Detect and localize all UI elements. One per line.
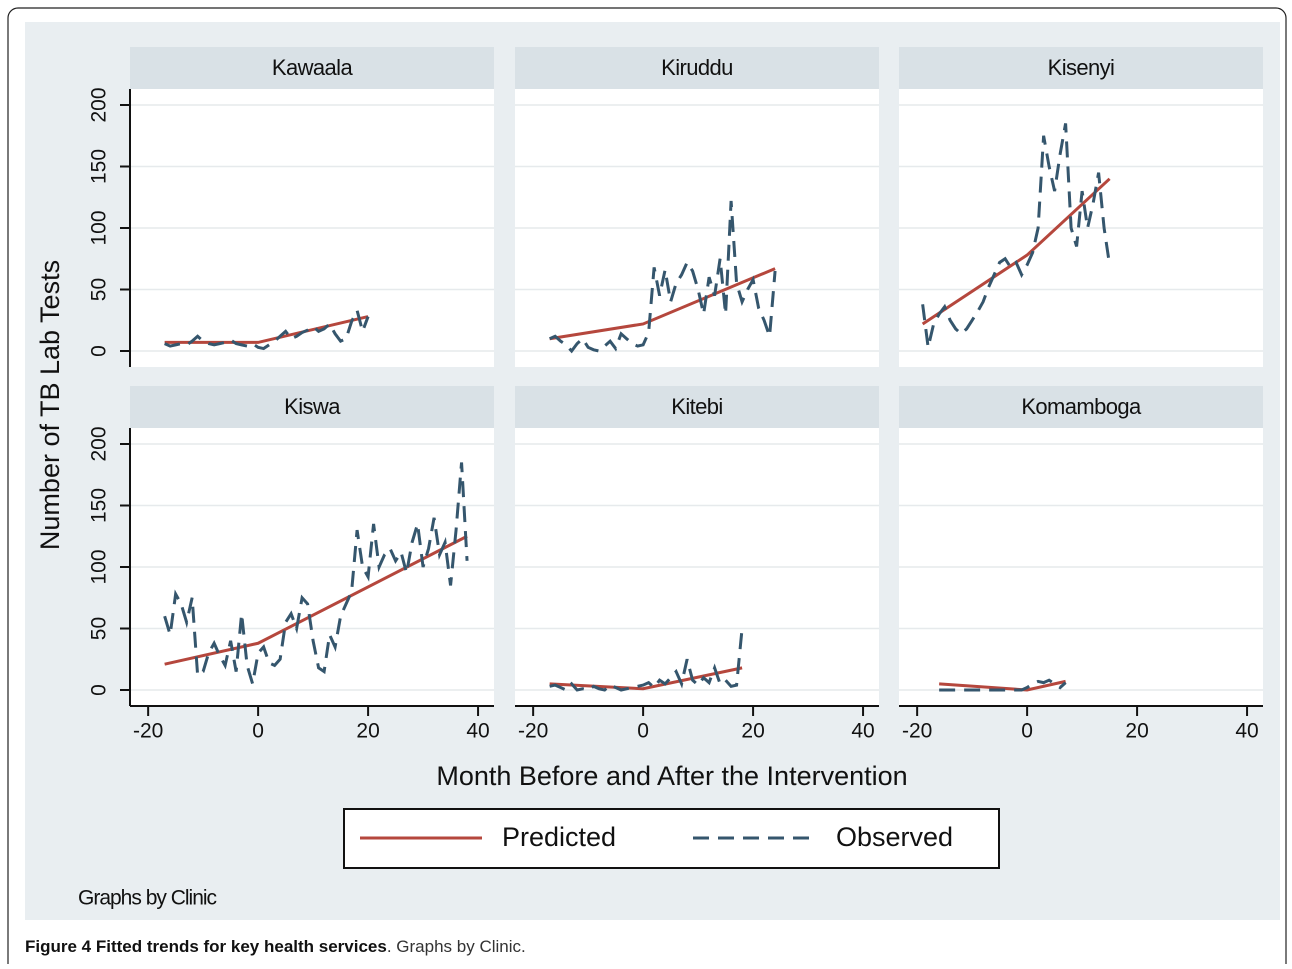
x-tick-label: 20: [356, 720, 379, 743]
y-tick-label: 100: [88, 549, 111, 584]
panel-title: Kawaala: [272, 55, 354, 80]
note: Graphs by Clinic: [78, 887, 217, 910]
y-tick-label: 50: [88, 278, 111, 301]
series-line: [921, 123, 1112, 348]
y-tick-label: 100: [88, 210, 111, 245]
legend-label: Observed: [836, 822, 953, 852]
x-tick-label: 40: [851, 720, 874, 743]
x-tick-label: -20: [133, 720, 163, 743]
y-tick-label: 200: [88, 87, 111, 122]
series-line: [549, 666, 743, 691]
y-tick-label: 0: [88, 684, 111, 696]
y-tick-label: 150: [88, 149, 111, 184]
x-tick-label: 20: [1125, 720, 1148, 743]
panel-header: [899, 47, 1263, 89]
panel-header: [130, 386, 494, 428]
y-tick-label: 50: [88, 617, 111, 640]
caption-text: . Graphs by Clinic.: [387, 937, 526, 956]
caption-label: Figure 4 Fitted trends for key health se…: [25, 937, 387, 956]
y-tick-label: 0: [88, 345, 111, 357]
legend-label: Predicted: [502, 822, 616, 852]
panel-title: Kiruddu: [661, 55, 733, 80]
x-tick-label: -20: [902, 720, 932, 743]
x-tick-label: 0: [252, 720, 264, 743]
y-axis-label: Number of TB Lab Tests: [35, 260, 65, 550]
x-tick-label: -20: [518, 720, 548, 743]
series-line: [939, 679, 1066, 692]
series-line: [163, 462, 469, 685]
panel-header: [515, 386, 879, 428]
x-tick-label: 40: [466, 720, 489, 743]
y-tick-label: 200: [88, 426, 111, 461]
x-tick-label: 40: [1235, 720, 1258, 743]
panel-header: [130, 47, 494, 89]
series-line: [549, 200, 777, 354]
panel-title: Kiswa: [284, 394, 341, 419]
series-line: [164, 315, 369, 344]
panel-header: [515, 47, 879, 89]
x-tick-label: 20: [741, 720, 764, 743]
x-tick-label: 0: [637, 720, 649, 743]
series-line: [164, 306, 370, 351]
x-tick-label: 0: [1021, 720, 1033, 743]
x-axis-label: Month Before and After the Intervention: [436, 761, 907, 791]
y-tick-label: 150: [88, 488, 111, 523]
series-line: [549, 267, 776, 341]
series-line: [921, 177, 1111, 326]
caption: Figure 4 Fitted trends for key health se…: [25, 937, 526, 956]
panel-title: Kisenyi: [1048, 55, 1115, 80]
series-line: [939, 678, 1067, 692]
panel-header: [899, 386, 1263, 428]
panel-title: Kitebi: [671, 394, 722, 419]
series-line: [549, 628, 744, 692]
panel-title: Komamboga: [1021, 394, 1142, 419]
